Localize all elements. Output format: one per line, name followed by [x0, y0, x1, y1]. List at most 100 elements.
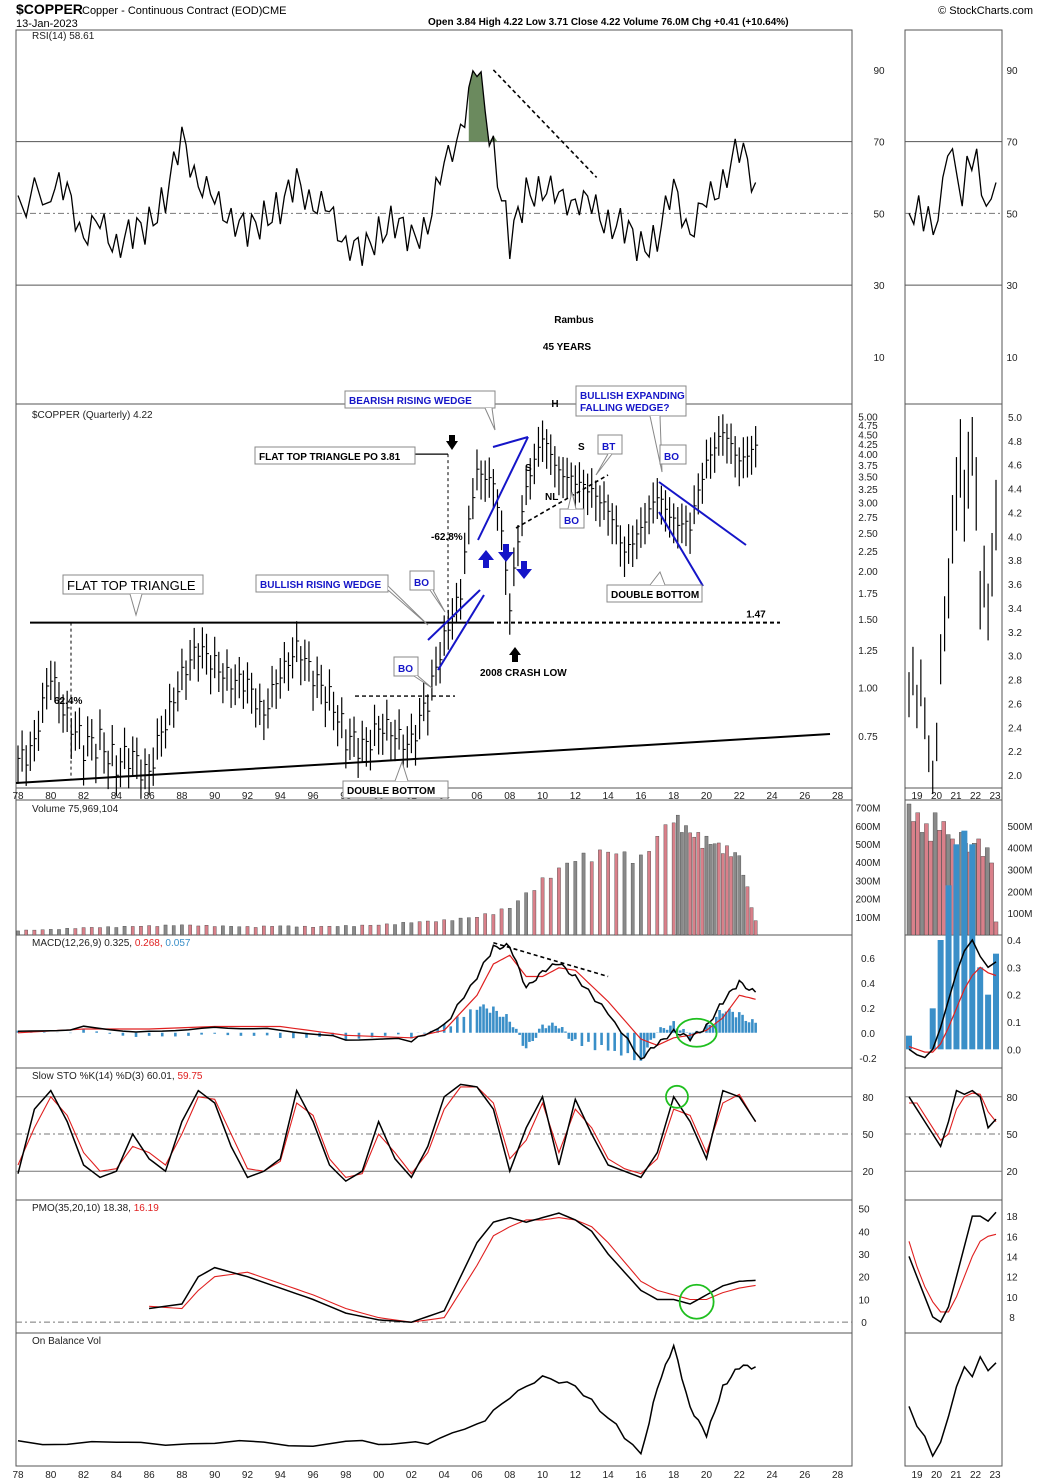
- macd-histogram-bar: [108, 1032, 112, 1034]
- x-tick-label: 26: [799, 791, 811, 802]
- bearish-wedge-label-box: [344, 390, 496, 409]
- volume-bar: [450, 920, 455, 936]
- macd-histogram-bar: [475, 1009, 479, 1033]
- h-label: H: [551, 399, 558, 410]
- inset-x-tick-label: 22: [970, 791, 982, 802]
- volume-bar: [655, 836, 660, 936]
- volume-bar: [48, 929, 53, 936]
- inset-stoch-y-tick: 20: [1006, 1167, 1018, 1178]
- x-tick-label: 94: [275, 1470, 287, 1481]
- bo-label-1-text: BO: [414, 578, 429, 589]
- inset-price-y-tick: 2.2: [1008, 747, 1022, 758]
- inset-pmo-y-tick: 16: [1006, 1232, 1018, 1243]
- rsi-y-tick: 90: [873, 66, 885, 77]
- volume-bar: [286, 925, 291, 936]
- macd-histogram-bar: [498, 1016, 502, 1033]
- volume-bar: [245, 926, 250, 936]
- rsi-overbought-fill: [468, 70, 502, 142]
- macd-histogram-bar: [488, 1012, 492, 1033]
- x-tick-label: 28: [832, 791, 844, 802]
- bo-label-3-text: BO: [664, 452, 679, 463]
- macd-cross-circle: [675, 1017, 718, 1048]
- inset-volume-bar: [911, 821, 916, 936]
- x-tick-label: 88: [176, 1470, 188, 1481]
- inset-price-y-tick: 3.0: [1008, 652, 1022, 663]
- volume-bar: [212, 926, 217, 936]
- macd-histogram-bar: [213, 1032, 217, 1034]
- macd-histogram-bar: [718, 1010, 721, 1033]
- rsi-trend-line: [492, 69, 598, 179]
- volume-bar: [409, 922, 414, 936]
- macd-histogram-bar: [508, 1021, 512, 1033]
- inset-price-y-tick: 2.0: [1008, 771, 1022, 782]
- volume-y-tick: 300M: [855, 876, 880, 887]
- macd-histogram-bar: [492, 1006, 495, 1033]
- macd-histogram-bar: [485, 1008, 489, 1033]
- macd-histogram-bar: [370, 1032, 374, 1038]
- inset-macd-bar: [929, 1008, 936, 1050]
- volume-bar: [65, 928, 69, 936]
- x-tick-label: 86: [144, 1470, 156, 1481]
- inset-volume-y-tick: 200M: [1007, 887, 1032, 898]
- volume-bar: [426, 920, 430, 936]
- macd-histogram-bar: [534, 1032, 538, 1038]
- x-tick-label: 08: [504, 1470, 516, 1481]
- macd-histogram-bar: [669, 1025, 672, 1033]
- volume-bar: [155, 926, 160, 936]
- volume-bar: [434, 921, 438, 936]
- macd-histogram-bar: [593, 1032, 597, 1051]
- volume-bar: [548, 877, 553, 936]
- macd-histogram-bar: [580, 1032, 584, 1046]
- volume-bar: [630, 863, 635, 936]
- x-tick-label: 20: [701, 791, 713, 802]
- macd-histogram-bar: [721, 1013, 725, 1033]
- inset-macd-bar: [993, 953, 999, 1050]
- inset-macd-bar: [945, 885, 952, 1050]
- x-tick-label: 08: [504, 791, 516, 802]
- volume-bar: [237, 926, 242, 936]
- inset-x-tick-label: 21: [950, 1470, 962, 1481]
- inset-panel-frame: [904, 29, 1003, 1467]
- macd-histogram-bar: [278, 1032, 282, 1038]
- price-y-tick: 1.50: [858, 615, 878, 626]
- x-tick-label: 06: [471, 791, 483, 802]
- x-tick-label: 16: [635, 1470, 647, 1481]
- volume-bar: [221, 925, 225, 936]
- macd-histogram-bar: [344, 1032, 348, 1040]
- bullish-wedge-upper: [427, 589, 481, 641]
- stoch-d-label: 59.75: [177, 1071, 202, 1082]
- macd-histogram-bar: [226, 1032, 230, 1036]
- volume-bar: [98, 927, 102, 936]
- volume-bar: [40, 929, 45, 936]
- bo-label-4: BO: [559, 491, 585, 529]
- inset-macd-bar: [961, 830, 968, 1050]
- expanding-wedge-lower: [658, 511, 704, 587]
- price-y-tick: 0.75: [858, 732, 878, 743]
- symbol-description: Copper - Continuous Contract (EOD): [82, 5, 262, 17]
- symbol-title: $COPPER: [16, 1, 83, 17]
- bullish-rising-label-text: BULLISH RISING WEDGE: [260, 580, 381, 591]
- volume-bar: [188, 924, 192, 936]
- bo-label-3-box: [659, 444, 687, 465]
- macd-histogram-bar: [521, 1032, 525, 1046]
- macd-y-tick: 0.0: [861, 1029, 875, 1040]
- volume-bar: [712, 843, 717, 936]
- volume-bar: [647, 851, 651, 936]
- x-tick-label: 80: [45, 791, 57, 802]
- macd-histogram-bar: [551, 1022, 554, 1033]
- inset-volume-bar: [941, 821, 946, 936]
- bt-label-text: BT: [602, 442, 615, 453]
- x-tick-label: 94: [275, 791, 287, 802]
- volume-bar: [524, 892, 528, 936]
- macd-histogram-bar: [383, 1032, 387, 1036]
- volume-bar: [684, 825, 688, 936]
- macd-histogram-bar: [462, 1016, 466, 1033]
- x-tick-label: 82: [78, 1470, 90, 1481]
- volume-bar: [573, 861, 578, 936]
- volume-bar: [516, 900, 520, 936]
- macd-histogram-bar: [554, 1025, 557, 1033]
- volume-bar: [204, 925, 209, 936]
- volume-y-tick: 100M: [855, 913, 880, 924]
- macd-histogram-bar: [174, 1032, 177, 1037]
- main-panel-frame: [15, 29, 853, 1467]
